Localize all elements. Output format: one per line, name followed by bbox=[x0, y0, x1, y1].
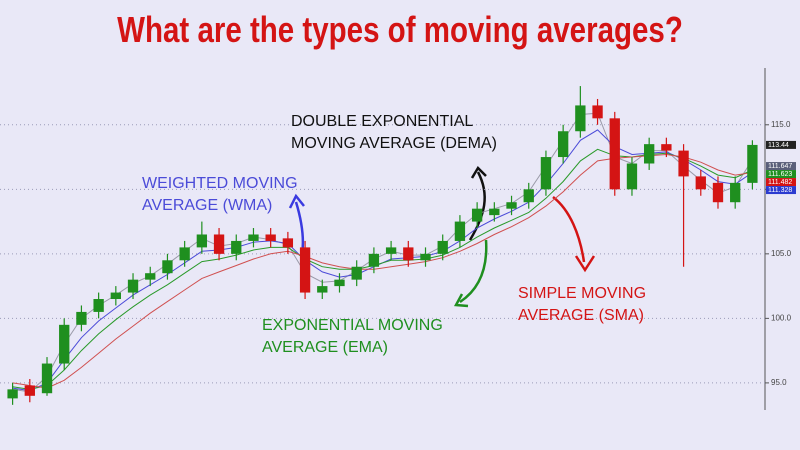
price-tag-label: 111.328 bbox=[768, 187, 792, 194]
annotation: AVERAGE (WMA) bbox=[142, 197, 272, 214]
candle-body bbox=[351, 266, 362, 280]
ma-line bbox=[12, 153, 753, 389]
candle-body bbox=[110, 292, 121, 300]
candle-body bbox=[489, 208, 500, 216]
y-tick-label: 115.0 bbox=[771, 120, 791, 129]
y-tick-label: 105.0 bbox=[771, 249, 792, 258]
price-tag bbox=[766, 140, 796, 149]
candle-body bbox=[678, 150, 689, 177]
candle-body bbox=[179, 247, 190, 261]
candle-body bbox=[471, 208, 483, 222]
candle-body bbox=[747, 144, 758, 183]
price-tag-label: 113.44 bbox=[768, 142, 789, 149]
price-tag-label: 111.623 bbox=[768, 171, 792, 178]
candle-body bbox=[248, 234, 259, 241]
candle-body bbox=[437, 240, 448, 254]
candle-body bbox=[41, 363, 53, 394]
candle-body bbox=[609, 118, 620, 190]
candle-body bbox=[265, 234, 276, 241]
candle-body bbox=[334, 279, 345, 287]
price-tag bbox=[766, 162, 796, 171]
candle-body bbox=[299, 247, 311, 293]
candle-body bbox=[368, 253, 380, 267]
candle-body bbox=[59, 324, 70, 364]
candle-body bbox=[454, 221, 466, 241]
annotation: DOUBLE EXPONENTIAL bbox=[291, 113, 473, 130]
candle-body bbox=[523, 189, 534, 203]
candle-body bbox=[213, 234, 225, 254]
candle-body bbox=[231, 240, 242, 254]
candle-body bbox=[540, 157, 552, 190]
annotation: EXPONENTIAL MOVING bbox=[262, 317, 443, 334]
candle-body bbox=[695, 176, 706, 190]
candle-body bbox=[712, 182, 724, 203]
candle-body bbox=[403, 247, 414, 261]
candle-body bbox=[730, 182, 741, 203]
candle-body bbox=[76, 311, 87, 325]
annotation: MOVING AVERAGE (DEMA) bbox=[291, 135, 497, 152]
candle-body bbox=[661, 144, 672, 151]
candle-body bbox=[506, 202, 517, 209]
price-tag bbox=[766, 178, 796, 187]
candle-body bbox=[196, 234, 208, 248]
candle-body bbox=[317, 286, 328, 293]
y-tick-label: 95.0 bbox=[771, 378, 787, 387]
candle-body bbox=[644, 144, 655, 164]
candle-body bbox=[420, 253, 431, 261]
candle-body bbox=[7, 389, 18, 399]
candle-body bbox=[592, 105, 603, 119]
annotation: AVERAGE (SMA) bbox=[518, 307, 644, 324]
annotation: WEIGHTED MOVING bbox=[142, 175, 298, 192]
candle-body bbox=[162, 260, 173, 274]
candle-body bbox=[127, 279, 139, 293]
candle-body bbox=[282, 238, 294, 248]
price-tag-label: 111.647 bbox=[768, 163, 792, 170]
candle-body bbox=[385, 247, 397, 254]
candle-body bbox=[575, 105, 586, 132]
candle-body bbox=[93, 299, 104, 312]
price-tag bbox=[766, 170, 796, 179]
candle-body bbox=[626, 163, 638, 190]
annotation: AVERAGE (EMA) bbox=[262, 339, 388, 356]
annotation: SIMPLE MOVING bbox=[518, 285, 646, 302]
price-tag bbox=[766, 186, 796, 195]
chart-title: What are the types of moving averages? bbox=[117, 9, 683, 49]
y-tick-label: 100.0 bbox=[771, 313, 792, 322]
candle-body bbox=[557, 131, 569, 158]
candle-body bbox=[24, 385, 35, 396]
candle-body bbox=[145, 273, 156, 280]
price-tag-label: 111.482 bbox=[768, 179, 792, 186]
